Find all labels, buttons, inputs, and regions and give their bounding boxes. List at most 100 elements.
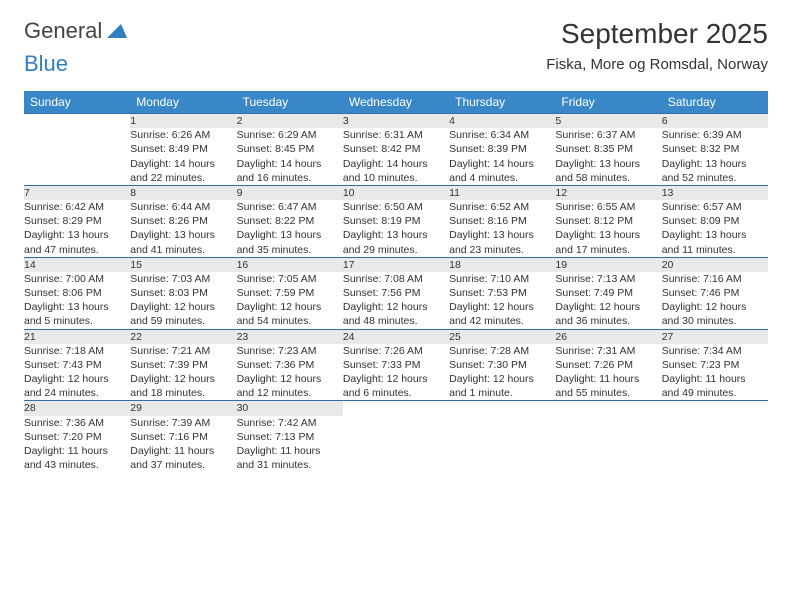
- day-detail-row: Sunrise: 6:42 AMSunset: 8:29 PMDaylight:…: [24, 200, 768, 257]
- sunset-text: Sunset: 7:39 PM: [130, 358, 236, 372]
- daylight-text-2: and 6 minutes.: [343, 386, 449, 400]
- brand-word-2: Blue: [24, 51, 768, 77]
- sunrise-text: Sunrise: 7:21 AM: [130, 344, 236, 358]
- sunrise-text: Sunrise: 7:36 AM: [24, 416, 130, 430]
- sunrise-text: Sunrise: 7:26 AM: [343, 344, 449, 358]
- sunrise-text: Sunrise: 7:05 AM: [237, 272, 343, 286]
- daylight-text-1: Daylight: 14 hours: [237, 157, 343, 171]
- day-detail-cell: Sunrise: 6:37 AMSunset: 8:35 PMDaylight:…: [555, 128, 661, 185]
- sunset-text: Sunset: 8:42 PM: [343, 142, 449, 156]
- daylight-text-1: Daylight: 11 hours: [24, 444, 130, 458]
- day-detail-cell: Sunrise: 6:29 AMSunset: 8:45 PMDaylight:…: [237, 128, 343, 185]
- day-number-cell: 10: [343, 185, 449, 200]
- daylight-text-1: Daylight: 12 hours: [24, 372, 130, 386]
- sunset-text: Sunset: 7:43 PM: [24, 358, 130, 372]
- sunrise-text: Sunrise: 6:26 AM: [130, 128, 236, 142]
- day-number-cell: 17: [343, 257, 449, 272]
- day-detail-cell: Sunrise: 7:39 AMSunset: 7:16 PMDaylight:…: [130, 416, 236, 473]
- day-detail-cell: Sunrise: 6:57 AMSunset: 8:09 PMDaylight:…: [662, 200, 768, 257]
- sunset-text: Sunset: 8:45 PM: [237, 142, 343, 156]
- daylight-text-1: Daylight: 14 hours: [449, 157, 555, 171]
- day-number-cell: 5: [555, 114, 661, 129]
- daylight-text-2: and 55 minutes.: [555, 386, 661, 400]
- daylight-text-2: and 23 minutes.: [449, 243, 555, 257]
- sunrise-text: Sunrise: 7:42 AM: [237, 416, 343, 430]
- day-number-row: 123456: [24, 114, 768, 129]
- sunrise-text: Sunrise: 7:23 AM: [237, 344, 343, 358]
- daylight-text-1: Daylight: 12 hours: [449, 372, 555, 386]
- daylight-text-1: Daylight: 13 hours: [24, 228, 130, 242]
- daylight-text-1: Daylight: 13 hours: [130, 228, 236, 242]
- sunset-text: Sunset: 8:12 PM: [555, 214, 661, 228]
- sunset-text: Sunset: 7:49 PM: [555, 286, 661, 300]
- daylight-text-1: Daylight: 13 hours: [24, 300, 130, 314]
- daylight-text-1: Daylight: 11 hours: [555, 372, 661, 386]
- day-detail-cell: Sunrise: 7:28 AMSunset: 7:30 PMDaylight:…: [449, 344, 555, 401]
- daylight-text-2: and 1 minute.: [449, 386, 555, 400]
- sunset-text: Sunset: 8:19 PM: [343, 214, 449, 228]
- day-detail-cell: Sunrise: 7:42 AMSunset: 7:13 PMDaylight:…: [237, 416, 343, 473]
- daylight-text-2: and 49 minutes.: [662, 386, 768, 400]
- sunset-text: Sunset: 8:35 PM: [555, 142, 661, 156]
- day-number-cell: 25: [449, 329, 555, 344]
- day-number-cell: 16: [237, 257, 343, 272]
- day-detail-cell: Sunrise: 6:34 AMSunset: 8:39 PMDaylight:…: [449, 128, 555, 185]
- day-number-cell: 19: [555, 257, 661, 272]
- daylight-text-2: and 29 minutes.: [343, 243, 449, 257]
- day-detail-cell: Sunrise: 7:16 AMSunset: 7:46 PMDaylight:…: [662, 272, 768, 329]
- day-detail-cell: [449, 416, 555, 473]
- daylight-text-2: and 5 minutes.: [24, 314, 130, 328]
- weekday-header-row: Sunday Monday Tuesday Wednesday Thursday…: [24, 91, 768, 114]
- day-detail-cell: Sunrise: 6:50 AMSunset: 8:19 PMDaylight:…: [343, 200, 449, 257]
- logo-triangle-icon: [107, 18, 127, 44]
- sunrise-text: Sunrise: 6:29 AM: [237, 128, 343, 142]
- daylight-text-1: Daylight: 14 hours: [130, 157, 236, 171]
- day-detail-cell: Sunrise: 7:36 AMSunset: 7:20 PMDaylight:…: [24, 416, 130, 473]
- calendar-body: 123456 Sunrise: 6:26 AMSunset: 8:49 PMDa…: [24, 114, 768, 473]
- sunrise-text: Sunrise: 7:08 AM: [343, 272, 449, 286]
- daylight-text-2: and 58 minutes.: [555, 171, 661, 185]
- sunset-text: Sunset: 7:23 PM: [662, 358, 768, 372]
- day-number-cell: 24: [343, 329, 449, 344]
- sunset-text: Sunset: 8:49 PM: [130, 142, 236, 156]
- day-detail-cell: [343, 416, 449, 473]
- sunrise-text: Sunrise: 6:42 AM: [24, 200, 130, 214]
- day-detail-cell: Sunrise: 7:23 AMSunset: 7:36 PMDaylight:…: [237, 344, 343, 401]
- day-detail-cell: Sunrise: 7:13 AMSunset: 7:49 PMDaylight:…: [555, 272, 661, 329]
- daylight-text-2: and 48 minutes.: [343, 314, 449, 328]
- day-detail-cell: Sunrise: 7:10 AMSunset: 7:53 PMDaylight:…: [449, 272, 555, 329]
- day-number-cell: 7: [24, 185, 130, 200]
- sunrise-text: Sunrise: 7:39 AM: [130, 416, 236, 430]
- day-detail-cell: [24, 128, 130, 185]
- day-detail-cell: Sunrise: 7:34 AMSunset: 7:23 PMDaylight:…: [662, 344, 768, 401]
- day-detail-row: Sunrise: 7:00 AMSunset: 8:06 PMDaylight:…: [24, 272, 768, 329]
- sunrise-text: Sunrise: 6:57 AM: [662, 200, 768, 214]
- day-detail-cell: Sunrise: 6:47 AMSunset: 8:22 PMDaylight:…: [237, 200, 343, 257]
- sunset-text: Sunset: 7:30 PM: [449, 358, 555, 372]
- daylight-text-2: and 16 minutes.: [237, 171, 343, 185]
- daylight-text-2: and 22 minutes.: [130, 171, 236, 185]
- sunset-text: Sunset: 7:33 PM: [343, 358, 449, 372]
- sunrise-text: Sunrise: 7:16 AM: [662, 272, 768, 286]
- sunset-text: Sunset: 7:56 PM: [343, 286, 449, 300]
- sunrise-text: Sunrise: 7:34 AM: [662, 344, 768, 358]
- sunset-text: Sunset: 8:09 PM: [662, 214, 768, 228]
- day-number-cell: 21: [24, 329, 130, 344]
- daylight-text-2: and 35 minutes.: [237, 243, 343, 257]
- day-number-row: 78910111213: [24, 185, 768, 200]
- day-detail-cell: Sunrise: 6:52 AMSunset: 8:16 PMDaylight:…: [449, 200, 555, 257]
- daylight-text-1: Daylight: 12 hours: [343, 372, 449, 386]
- day-number-cell: 11: [449, 185, 555, 200]
- sunset-text: Sunset: 7:13 PM: [237, 430, 343, 444]
- day-number-cell: 22: [130, 329, 236, 344]
- day-detail-row: Sunrise: 7:18 AMSunset: 7:43 PMDaylight:…: [24, 344, 768, 401]
- sunrise-text: Sunrise: 6:39 AM: [662, 128, 768, 142]
- day-number-cell: 4: [449, 114, 555, 129]
- sunrise-text: Sunrise: 7:18 AM: [24, 344, 130, 358]
- daylight-text-2: and 43 minutes.: [24, 458, 130, 472]
- day-number-row: 21222324252627: [24, 329, 768, 344]
- daylight-text-2: and 11 minutes.: [662, 243, 768, 257]
- day-number-cell: 29: [130, 401, 236, 416]
- sunset-text: Sunset: 8:32 PM: [662, 142, 768, 156]
- weekday-header: Thursday: [449, 91, 555, 114]
